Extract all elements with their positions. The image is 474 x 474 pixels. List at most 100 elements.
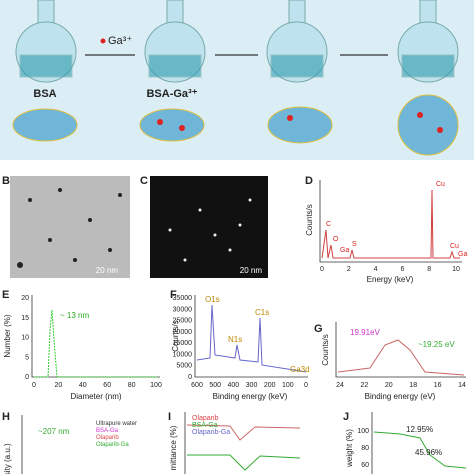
legend-entry: Olaparib-Ga xyxy=(192,429,230,436)
x-tick-label: 6 xyxy=(400,266,404,273)
x-tick-label: 20 xyxy=(55,382,63,389)
x-tick-label: 400 xyxy=(227,382,239,389)
peak-label: O xyxy=(333,236,339,243)
ion-dot xyxy=(100,38,106,44)
scale-bar: 20 nm xyxy=(240,266,263,275)
x-tick-label: 500 xyxy=(209,382,221,389)
x-tick-label: 14 xyxy=(458,382,466,389)
x-tick-label: 20 xyxy=(385,382,393,389)
y-label: Counts/s xyxy=(321,334,330,366)
axes xyxy=(31,295,160,378)
x-tick-label: 4 xyxy=(374,266,378,273)
panel-letter: E xyxy=(2,289,9,301)
x-tick-label: 200 xyxy=(264,382,276,389)
xps-curve xyxy=(337,339,465,376)
particles xyxy=(17,188,122,268)
legend-entry: BSA-Ga xyxy=(96,428,119,434)
y-label: Counts/s xyxy=(171,320,180,352)
y-tick-label: 15000 xyxy=(173,340,193,347)
panel-letter: G xyxy=(314,323,323,335)
peak-label: Cu xyxy=(450,243,459,250)
scheme-bg xyxy=(0,0,474,160)
peak-label: Cu xyxy=(436,181,445,188)
y-tick-label: 20000 xyxy=(173,329,193,336)
x-label: Energy (keV) xyxy=(367,275,414,284)
annotation: ~19.25 eV xyxy=(418,340,455,349)
x-tick-label: 600 xyxy=(191,382,203,389)
flasks xyxy=(15,0,459,83)
axes xyxy=(194,295,308,378)
peak-label: Ga3d xyxy=(290,365,310,374)
stem-image xyxy=(150,176,268,278)
peak-label: Ga xyxy=(340,247,349,254)
panel-letter: C xyxy=(140,175,148,187)
y-tick-label: 30000 xyxy=(173,306,193,313)
x-tick-label: 16 xyxy=(434,382,442,389)
legend-entry: Olaparib xyxy=(192,415,219,422)
axes xyxy=(319,180,462,263)
y-tick-label: 5000 xyxy=(176,363,192,370)
y-label: Counts/s xyxy=(305,204,314,236)
y-tick-label: 80 xyxy=(361,445,369,452)
particles xyxy=(168,198,252,262)
ion-label: Ga³⁺ xyxy=(108,35,132,47)
x-tick-label: 80 xyxy=(128,382,136,389)
x-tick-label: 0 xyxy=(304,382,308,389)
y-tick-label: 25000 xyxy=(173,318,193,325)
x-tick-label: 100 xyxy=(150,382,162,389)
x-label: Binding energy (eV) xyxy=(365,392,436,401)
legend-entry: Ultrapure water xyxy=(96,421,137,427)
x-tick-label: 8 xyxy=(427,266,431,273)
ftir-curve xyxy=(187,454,301,471)
axes xyxy=(335,322,466,378)
eds-curve xyxy=(321,189,460,259)
y-tick-label: 0 xyxy=(188,374,192,381)
xps-curve xyxy=(196,304,307,373)
peak-label: Ga xyxy=(458,251,467,258)
legend-entry: BSA-Ga xyxy=(192,422,218,429)
x-tick-label: 60 xyxy=(103,382,111,389)
annotation: 19.91eV xyxy=(350,328,380,337)
panel-letter: I xyxy=(168,411,171,423)
panel-letter: J xyxy=(343,411,349,423)
x-tick-label: 10 xyxy=(452,266,460,273)
x-label: Diameter (nm) xyxy=(70,392,121,401)
x-tick-label: 40 xyxy=(79,382,87,389)
annotation: 12.95% xyxy=(406,425,433,434)
peak-label: S xyxy=(352,241,357,248)
x-tick-label: 22 xyxy=(361,382,369,389)
y-tick-label: 60 xyxy=(361,462,369,469)
peak-label: C xyxy=(326,221,331,228)
y-tick-label: 100 xyxy=(357,428,369,435)
x-tick-label: 18 xyxy=(409,382,417,389)
y-tick-label: 10000 xyxy=(173,351,193,358)
peak-label: C1s xyxy=(255,308,269,317)
y-tick-label: 5 xyxy=(25,354,29,361)
y-tick-label: 35000 xyxy=(173,295,193,302)
y-label: mittance (%) xyxy=(169,425,178,470)
annotation: ~ 13 nm xyxy=(60,311,89,320)
y-tick-label: 0 xyxy=(25,374,29,381)
flask-label: BSA xyxy=(33,88,56,100)
tga-curve xyxy=(373,431,467,469)
flask-label: BSA-Ga³⁺ xyxy=(146,88,197,100)
dls-curve xyxy=(34,309,158,378)
peak-label: N1s xyxy=(228,335,242,344)
y-tick-label: 20 xyxy=(21,295,29,302)
panel-letter: D xyxy=(305,175,313,187)
ftir-curve xyxy=(186,424,301,441)
x-tick-label: 300 xyxy=(246,382,258,389)
proteins xyxy=(12,94,459,156)
x-tick-label: 0 xyxy=(320,266,324,273)
y-tick-label: 10 xyxy=(21,335,29,342)
x-tick-label: 100 xyxy=(282,382,294,389)
y-label: nsity (a.u.) xyxy=(3,443,12,474)
tem-image xyxy=(10,176,130,278)
panel-letter: F xyxy=(170,289,177,301)
legend-entry: Olaparib xyxy=(96,435,119,441)
x-tick-label: 24 xyxy=(336,382,344,389)
panel-letter: B xyxy=(2,175,10,187)
y-tick-label: 15 xyxy=(21,315,29,322)
annotation: ~207 nm xyxy=(38,427,70,436)
